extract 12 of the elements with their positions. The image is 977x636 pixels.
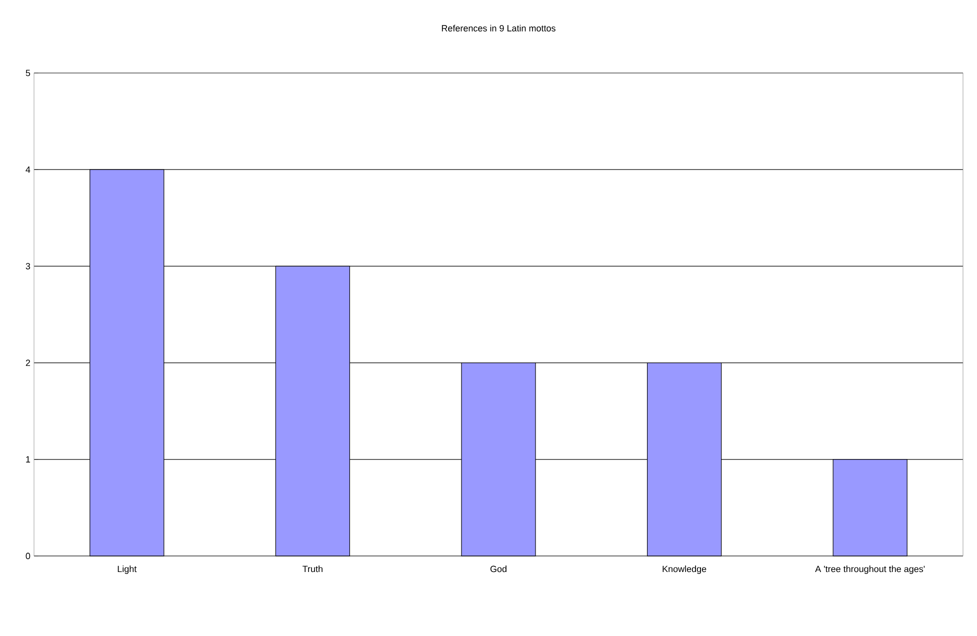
x-tick-label: Knowledge — [662, 566, 706, 574]
y-tick-label: 0 — [26, 552, 30, 560]
y-tick-label: 2 — [26, 360, 30, 366]
y-tick-label: 3 — [26, 263, 30, 270]
x-tick-label: A 'tree throughout the ages' — [815, 566, 925, 574]
y-tick-label: 5 — [26, 70, 30, 76]
y-tick-label: 4 — [26, 166, 30, 173]
x-tick-label: God — [490, 566, 506, 572]
x-tick-label: Truth — [302, 566, 322, 572]
x-tick-label: Light — [118, 566, 137, 574]
y-tick-label: 1 — [26, 456, 30, 462]
chart-title: References in 9 Latin mottos — [442, 24, 556, 32]
